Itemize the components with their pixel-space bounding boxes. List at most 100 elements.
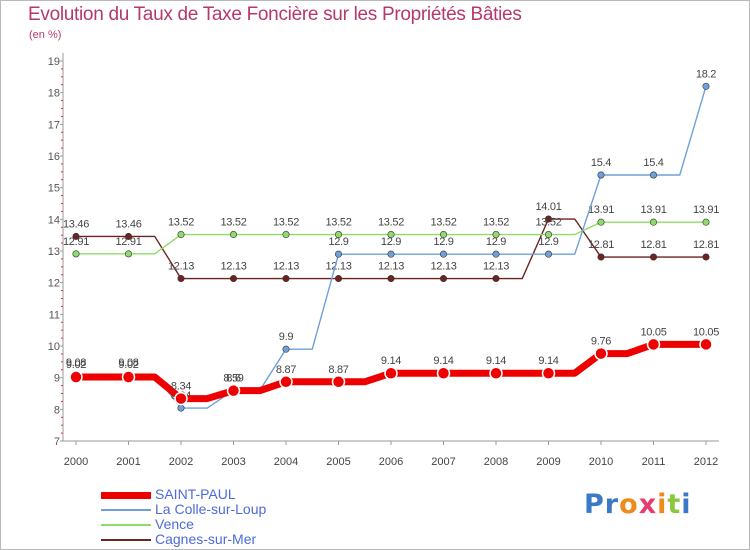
data-point [439,275,447,283]
data-label: 13.91 [588,204,614,216]
x-tick-label: 2009 [536,456,560,468]
data-label: 13.91 [640,204,666,216]
data-point [334,231,342,239]
data-label: 12.9 [486,236,506,248]
x-tick-label: 2008 [484,456,508,468]
data-label: 12.13 [273,261,299,273]
x-tick-label: 2011 [642,456,666,468]
legend-label: Cagnes-sur-Mer [155,531,257,547]
logo-letter: t [667,489,682,520]
data-label: 9.08 [66,357,86,369]
y-tick-label: 18 [48,88,60,100]
y-tick-label: 16 [48,151,60,163]
data-point [121,370,136,384]
chart-subtitle: (en %) [29,29,62,41]
data-label: 8.87 [328,364,348,376]
data-point [226,383,241,398]
data-label: 12.13 [483,261,509,273]
logo-letter: P [584,489,605,520]
data-point [649,171,657,179]
data-label: 9.14 [538,355,558,367]
data-point [282,275,290,283]
data-point [439,250,447,258]
data-label: 9.02 [66,359,86,371]
data-label: 12.81 [693,239,719,251]
data-label: 12.81 [588,239,614,251]
data-point [597,253,605,261]
data-label: 12.91 [63,236,89,248]
data-point [69,370,83,384]
data-point [72,232,80,240]
data-label: 13.52 [273,217,299,229]
logo-letter: i [681,489,692,520]
data-point [541,366,556,380]
data-label: 13.91 [693,204,719,216]
data-label: 9.14 [433,355,453,367]
legend-swatch [101,524,151,526]
data-label: 12.13 [325,261,351,273]
data-label: 15.4 [643,157,663,169]
data-point [72,250,80,258]
data-point [384,366,398,380]
data-point [702,253,710,261]
data-point [177,231,185,239]
data-label: 15.4 [591,157,611,169]
data-label: 9.14 [486,355,506,367]
data-point [331,375,346,389]
y-tick-label: 13 [48,246,60,258]
data-point [387,275,395,283]
y-tick-label: 12 [48,278,60,290]
data-point [279,375,293,389]
y-tick-label: 8 [54,404,60,416]
data-point [230,231,238,239]
data-point [492,275,500,283]
x-tick-label: 2004 [274,456,298,468]
data-point [597,218,605,226]
y-tick-label: 9 [54,373,60,385]
data-point [174,391,188,406]
data-label: 12.13 [378,261,404,273]
data-label: 9.08 [118,357,138,369]
data-point [646,337,661,352]
x-tick-label: 2012 [694,456,718,468]
data-label: 12.9 [328,236,348,248]
data-point [230,275,238,283]
x-tick-label: 2007 [431,456,455,468]
data-label: 12.13 [220,261,246,273]
data-point [125,232,133,240]
data-label: 12.9 [433,236,453,248]
data-point [544,215,552,223]
legend-swatch [101,509,151,511]
data-label: 8.87 [276,364,296,376]
data-point [125,250,133,258]
data-point [282,345,290,353]
x-tick-label: 2002 [169,456,193,468]
logo-letter: r [604,489,620,520]
data-label: 12.9 [538,236,558,248]
data-label: 14.01 [535,201,561,213]
data-label: 13.52 [430,217,456,229]
data-point [699,337,713,352]
data-point [544,250,552,258]
data-point [334,250,342,258]
data-point [594,346,608,361]
y-tick-label: 19 [48,56,60,68]
x-tick-label: 2006 [379,456,403,468]
logo-letter: o [619,489,639,520]
y-tick-label: 15 [48,183,60,195]
data-label: 8.6 [226,372,241,384]
x-tick-label: 2001 [116,456,140,468]
logo-letter: i [657,489,668,520]
data-label: 12.81 [640,239,666,251]
data-label: 9.14 [381,355,401,367]
data-point [436,366,451,380]
x-tick-label: 2010 [589,456,613,468]
chart-title: Evolution du Taux de Taxe Foncière sur l… [28,4,522,25]
data-label: 13.52 [483,217,509,229]
x-tick-label: 2005 [326,456,350,468]
data-point [597,171,605,179]
data-label: 13.52 [325,217,351,229]
data-point [649,218,657,226]
data-label: 12.13 [430,261,456,273]
